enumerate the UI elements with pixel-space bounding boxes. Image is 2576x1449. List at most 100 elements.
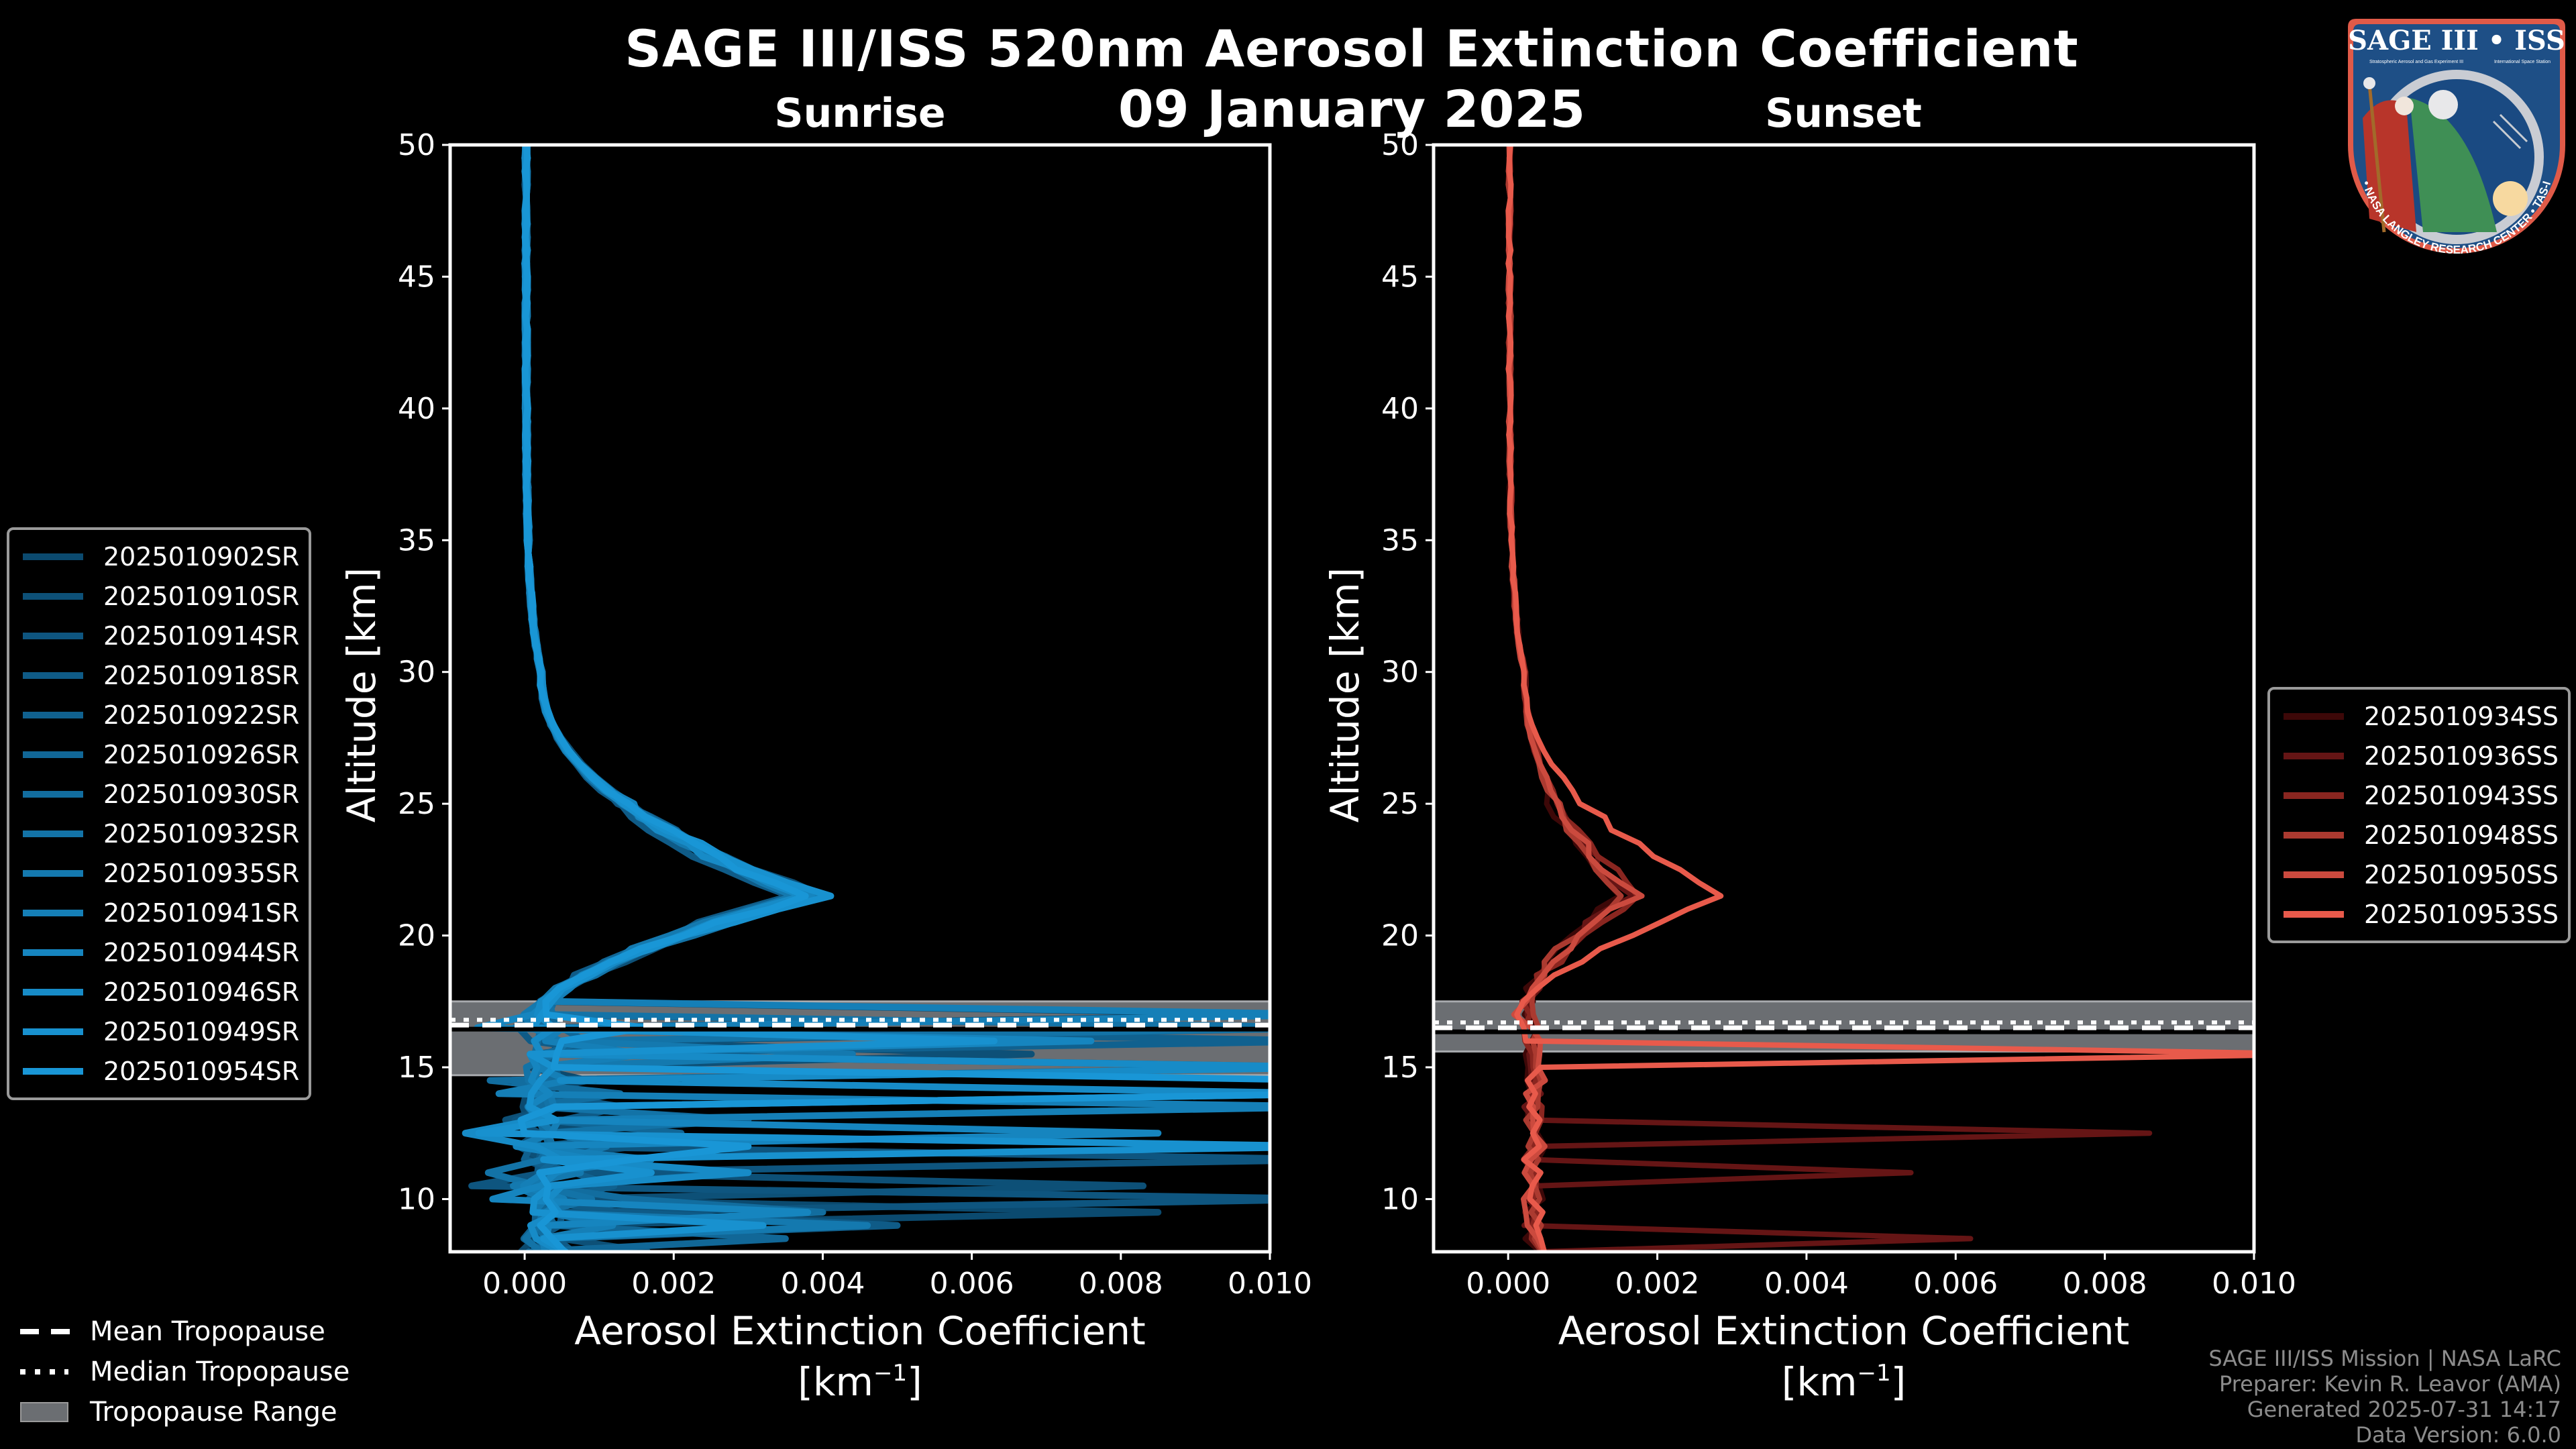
sunrise-profiles	[462, 145, 1270, 1252]
axes-frame	[1432, 143, 2256, 1254]
x-axis-units: [km−1]	[1782, 1359, 1906, 1405]
sunset-legend: 2025010934SS 2025010936SS 2025010943SS 2025…	[2267, 687, 2571, 943]
legend-item: 2025010922SR	[19, 695, 299, 735]
x-axis-units: [km−1]	[798, 1359, 922, 1405]
legend-label: 2025010948SS	[2364, 820, 2559, 850]
x-tick-label: 0.000	[482, 1267, 567, 1301]
legend-label: 2025010936SS	[2364, 741, 2559, 771]
legend-line-icon	[23, 790, 83, 798]
y-tick-label: 50	[398, 128, 435, 162]
footer-generated: Generated 2025-07-31 14:17	[2247, 1397, 2561, 1422]
legend-item: 2025010946SR	[19, 972, 299, 1012]
chart-title: SAGE III/ISS 520nm Aerosol Extinction Co…	[625, 19, 2079, 78]
dotted-line-icon	[20, 1362, 71, 1382]
credits-footer: SAGE III/ISS Mission | NASA LaRC Prepare…	[2208, 1346, 2561, 1448]
legend-label: 2025010930SR	[103, 779, 300, 809]
legend-label: 2025010914SR	[103, 621, 300, 651]
y-tick-label: 25	[398, 787, 435, 821]
legend-item: 2025010935SR	[19, 853, 299, 893]
legend-label: 2025010910SR	[103, 581, 300, 611]
x-tick-label: 0.010	[2212, 1267, 2296, 1301]
sunset-profiles	[1505, 145, 2254, 1252]
y-axis-label: Altitude [km]	[1322, 568, 1368, 822]
x-tick-label: 0.008	[2063, 1267, 2147, 1301]
y-tick-label: 30	[398, 655, 435, 690]
legend-line-icon	[23, 830, 83, 837]
legend-label: 2025010926SR	[103, 739, 300, 769]
footer-preparer: Preparer: Kevin R. Leavor (AMA)	[2218, 1371, 2561, 1397]
legend-line-icon	[2284, 752, 2344, 759]
legend-label: 2025010950SS	[2364, 859, 2559, 890]
legend-line-icon	[2284, 910, 2344, 918]
legend-item: 2025010941SR	[19, 893, 299, 932]
footer-version: Data Version: 6.0.0	[2355, 1422, 2561, 1448]
chart-date: 09 January 2025	[1118, 79, 1586, 139]
y-tick-label: 10	[398, 1182, 435, 1216]
legend-line-icon	[2284, 712, 2344, 720]
sage-iii-iss-logo: SAGE III • ISS Stratospheric Aerosol and…	[2343, 11, 2565, 256]
y-tick-label: 40	[1381, 392, 1419, 426]
range-swatch-icon	[20, 1402, 71, 1422]
x-axis-label: Aerosol Extinction Coefficient	[1558, 1308, 2130, 1354]
legend-label: 2025010949SR	[103, 1016, 300, 1046]
legend-label: 2025010922SR	[103, 700, 300, 730]
legend-item: 2025010926SR	[19, 735, 299, 774]
y-tick-label: 40	[398, 392, 435, 426]
legend-label: 2025010918SR	[103, 660, 300, 690]
legend-line-icon	[23, 632, 83, 639]
sunset-plot: 0.000 0.002 0.004 0.006 0.008 0.010 10 15 20 25 30…	[1322, 128, 2296, 1405]
dashed-line-icon	[20, 1322, 71, 1342]
profile-line-2025010936SS	[1505, 145, 2153, 1252]
legend-item: 2025010943SS	[2279, 775, 2559, 815]
legend-item: 2025010944SR	[19, 932, 299, 972]
y-tick-label: 10	[1381, 1182, 1419, 1216]
sunrise-plot: 0.000 0.002 0.004 0.006 0.008 0.010 10 15 20 25 30…	[339, 128, 1312, 1405]
legend-line-icon	[23, 672, 83, 679]
legend-label: 2025010946SR	[103, 977, 300, 1007]
legend-item: 2025010948SS	[2279, 815, 2559, 855]
y-axis-label: Altitude [km]	[339, 568, 384, 822]
x-tick-label: 0.004	[780, 1267, 865, 1301]
legend-label: Median Tropopause	[90, 1356, 350, 1387]
legend-label: 2025010954SR	[103, 1056, 300, 1086]
axes-frame	[448, 143, 1272, 1254]
legend-label: 2025010932SR	[103, 818, 300, 849]
x-tick-label: 0.006	[1913, 1267, 1998, 1301]
x-tick-label: 0.010	[1228, 1267, 1312, 1301]
y-tick-label: 50	[1381, 128, 1419, 162]
legend-item-tropopause-range: Tropopause Range	[20, 1392, 350, 1432]
x-tick-label: 0.006	[930, 1267, 1014, 1301]
sunset-panel-title: Sunset	[1765, 90, 1922, 137]
legend-line-icon	[2284, 831, 2344, 839]
x-tick-label: 0.002	[631, 1267, 716, 1301]
legend-label: 2025010935SR	[103, 858, 300, 888]
legend-line-icon	[23, 711, 83, 718]
legend-item: 2025010930SR	[19, 774, 299, 814]
legend-label: 2025010953SS	[2364, 899, 2559, 929]
y-tick-label: 20	[1381, 919, 1419, 953]
legend-line-icon	[2284, 792, 2344, 799]
legend-label: Mean Tropopause	[90, 1316, 325, 1347]
logo-subtitle-right: International Space Station	[2494, 60, 2551, 64]
x-axis-label: Aerosol Extinction Coefficient	[574, 1308, 1146, 1354]
y-tick-label: 15	[1381, 1051, 1419, 1085]
legend-line-icon	[23, 949, 83, 956]
legend-item-mean-tropopause: Mean Tropopause	[20, 1311, 350, 1352]
profile-line-2025010954SR	[517, 145, 1270, 1252]
legend-label: 2025010944SR	[103, 937, 300, 967]
legend-line-icon	[23, 869, 83, 877]
legend-label: 2025010902SR	[103, 541, 300, 572]
y-tick-label: 45	[1381, 260, 1419, 294]
legend-line-icon	[2284, 871, 2344, 878]
y-tick-label: 30	[1381, 655, 1419, 690]
legend-item: 2025010932SR	[19, 814, 299, 853]
y-tick-label: 20	[398, 919, 435, 953]
y-tick-label: 15	[398, 1051, 435, 1085]
logo-subtitle-left: Stratospheric Aerosol and Gas Experiment…	[2369, 60, 2463, 64]
legend-label: 2025010943SS	[2364, 780, 2559, 810]
profile-line-2025010953SS	[1505, 145, 2254, 1252]
footer-mission: SAGE III/ISS Mission | NASA LaRC	[2208, 1346, 2561, 1371]
legend-item: 2025010910SR	[19, 576, 299, 616]
x-tick-label: 0.004	[1764, 1267, 1849, 1301]
legend-line-icon	[23, 751, 83, 758]
